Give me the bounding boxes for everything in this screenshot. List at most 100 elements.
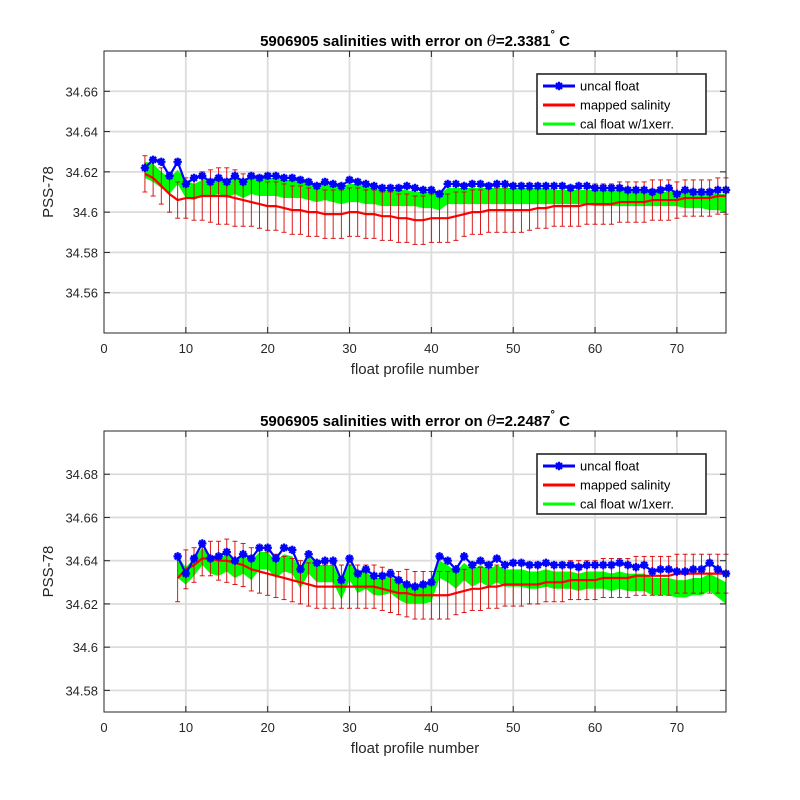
uncal-float-point [427,185,436,195]
uncal-float-point [517,181,526,191]
error-bar [461,191,467,237]
uncal-float-point [558,181,567,191]
uncal-float-point [639,560,649,570]
error-bar [420,571,426,620]
uncal-float-point [230,171,240,181]
uncal-float-point [402,580,412,589]
uncal-float-point [181,569,191,578]
uncal-float-point [378,571,387,581]
uncal-float-point [337,575,346,585]
error-bar [649,179,655,221]
uncal-float-point [296,565,305,574]
error-bar [347,187,353,237]
uncal-float-point [697,187,706,197]
error-bar [674,181,680,219]
uncal-float-point [623,560,632,570]
uncal-float-point [541,181,551,191]
uncal-float-point [451,565,461,574]
uncal-float-point [672,189,682,199]
uncal-float-point [639,185,649,195]
x-tick-label: 10 [179,720,193,735]
uncal-float-point [697,565,706,574]
x-tick-label: 70 [670,341,684,356]
x-tick-label: 70 [670,720,684,735]
uncal-float-point [631,562,641,572]
error-bar [330,189,336,239]
uncal-float-point [590,183,600,193]
error-bar [338,564,344,609]
x-tick-label: 40 [424,720,438,735]
uncal-float-point [353,569,362,578]
error-bar [363,189,369,239]
x-axis-label: float profile number [351,361,479,378]
error-bar [273,181,279,231]
uncal-float-point [533,560,542,570]
uncal-float-point [337,181,346,191]
error-bar [469,189,475,235]
error-bar [698,179,704,217]
error-bar [698,553,704,594]
error-bar [322,564,328,609]
uncal-float-point [459,181,469,191]
uncal-float-point [549,181,559,191]
uncal-float-point [173,552,182,561]
uncal-float-point [435,189,444,199]
uncal-float-point [664,565,673,574]
mapped-salinity-line [176,557,726,597]
error-bar [445,571,451,620]
y-tick-label: 34.58 [65,683,98,698]
uncal-float-point [476,556,485,565]
legend: uncal float mapped salinity cal float w/1x… [536,73,707,135]
uncal-float-point [689,187,698,197]
uncal-float-point [533,181,542,191]
error-bar [494,564,500,609]
uncal-float-point [525,181,534,191]
uncal-float-point [328,556,338,565]
uncal-float-point [304,177,313,187]
uncal-float-point [672,567,682,576]
error-bar [453,191,459,241]
error-bar [412,571,418,620]
uncal-float-point [566,183,575,193]
uncal-float-point [443,179,452,189]
uncal-float-point [500,179,510,189]
uncal-float-point [238,550,248,559]
uncal-float-point [566,560,575,570]
legend-cal-float: cal float w/1xerr. [543,117,674,132]
uncal-float-point [394,183,403,193]
uncal-float-point [558,560,567,570]
uncal-float-point [206,177,215,187]
error-bar [396,193,402,243]
error-bar [649,555,655,596]
cal-float-band [144,161,727,213]
uncal-float-point [304,550,313,559]
x-tick-label: 20 [260,341,274,356]
x-tick-label: 0 [100,341,107,356]
y-tick-label: 34.62 [65,597,98,612]
error-bar [265,551,271,596]
uncal-float-point [599,183,608,193]
uncal-float-point [247,171,256,181]
uncal-float-point [206,554,215,563]
uncal-float-point [263,171,272,181]
uncal-float-point [198,539,207,548]
uncal-float-point [541,558,551,568]
uncal-float-point [680,185,690,195]
uncal-float-point [402,181,412,191]
uncal-float-point [517,558,526,568]
mapped-salinity-line [144,172,726,222]
error-bar [175,181,181,219]
y-axis-label: PSS-78 [40,166,57,218]
uncal-float-point [222,177,231,187]
x-tick-label: 50 [506,720,520,735]
legend-marker [554,81,564,91]
uncal-float-point [590,560,600,570]
uncal-float-point [189,554,199,563]
legend-marker [554,461,564,471]
uncal-float-point [353,177,362,187]
axes-box [103,50,727,334]
title-unit: C [555,33,570,50]
error-bar [715,553,721,594]
cal-float-band [177,547,726,604]
uncal-float-point [582,181,592,191]
